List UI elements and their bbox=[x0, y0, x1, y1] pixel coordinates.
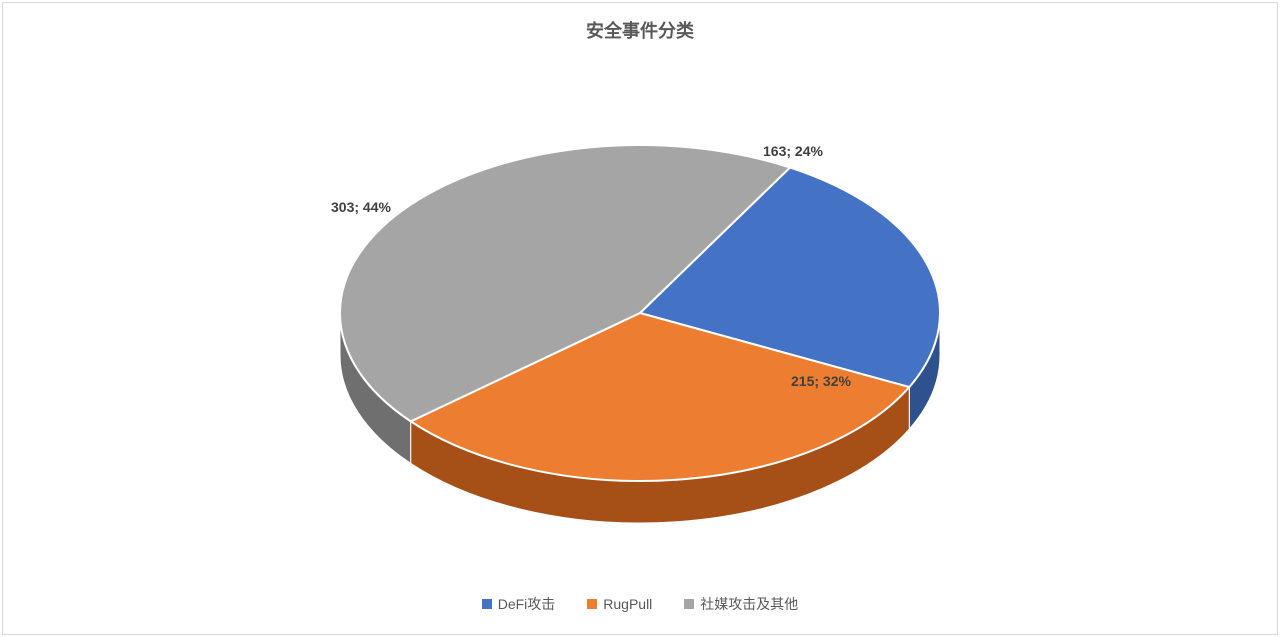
legend-label: RugPull bbox=[603, 596, 652, 612]
chart-title: 安全事件分类 bbox=[3, 17, 1277, 43]
legend-swatch bbox=[482, 599, 492, 609]
pie-data-label: 163; 24% bbox=[763, 143, 823, 159]
pie-data-label: 303; 44% bbox=[331, 199, 391, 215]
legend-label: 社媒攻击及其他 bbox=[700, 594, 798, 614]
pie-data-label: 215; 32% bbox=[791, 373, 851, 389]
legend-swatch bbox=[587, 599, 597, 609]
legend-item: RugPull bbox=[587, 596, 652, 612]
legend-swatch bbox=[684, 599, 694, 609]
legend: DeFi攻击 RugPull 社媒攻击及其他 bbox=[3, 594, 1277, 614]
pie-chart bbox=[320, 125, 960, 548]
legend-label: DeFi攻击 bbox=[498, 594, 556, 614]
chart-frame: 安全事件分类 163; 24% 215; 32% 303; 44% DeFi攻击 Ru… bbox=[2, 2, 1278, 635]
legend-item: DeFi攻击 bbox=[482, 594, 556, 614]
pie-svg bbox=[320, 125, 960, 543]
legend-item: 社媒攻击及其他 bbox=[684, 594, 798, 614]
